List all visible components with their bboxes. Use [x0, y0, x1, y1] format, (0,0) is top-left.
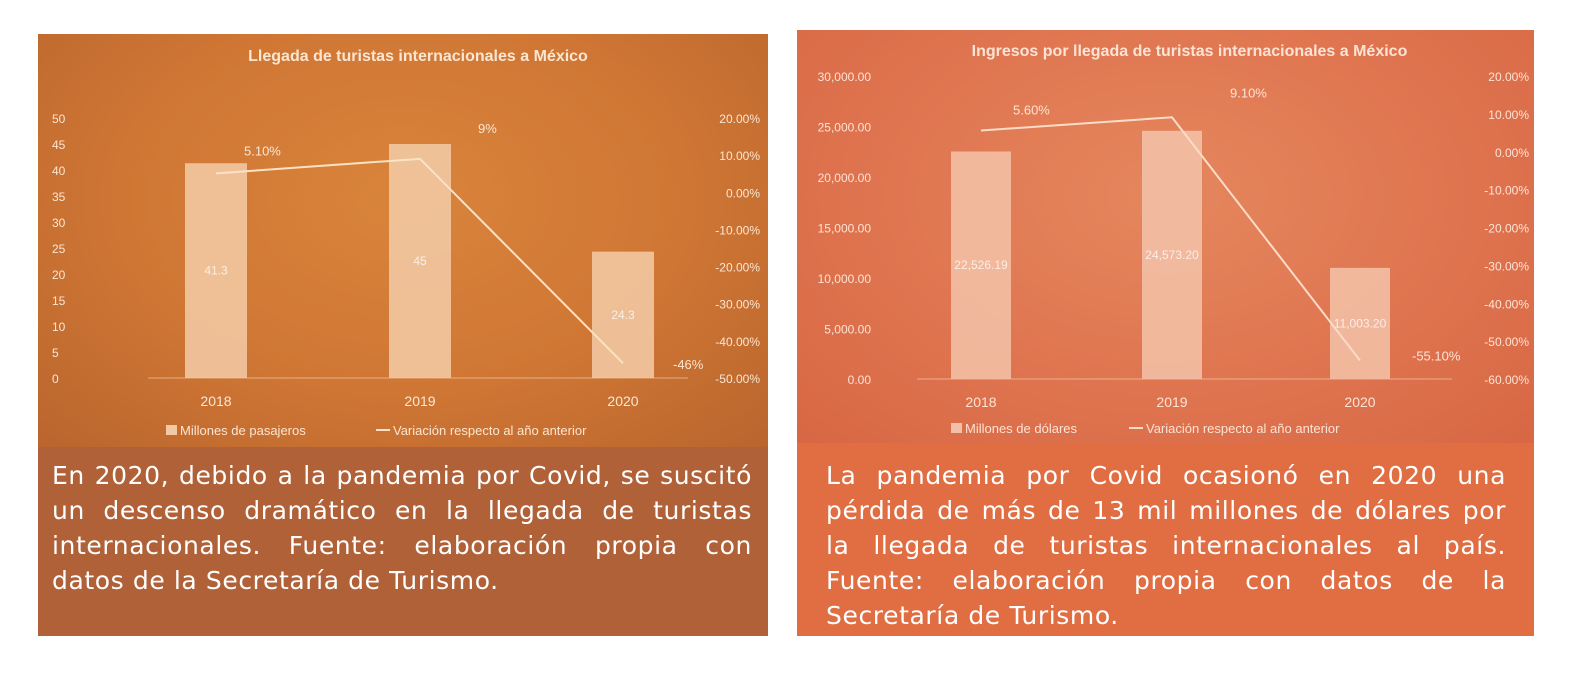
left-axis-tick-label: 5 [52, 346, 59, 360]
left-axis-tick-label: 0.00 [848, 373, 872, 387]
left-axis-tick-label: 35 [52, 190, 66, 204]
right-axis-tick-label: -40.00% [1484, 297, 1529, 311]
right-axis-tick-label: -30.00% [1484, 259, 1529, 273]
chart-area-arrivals: Llegada de turistas internacionales a Mé… [38, 34, 768, 447]
right-axis-tick-label: 20.00% [719, 112, 760, 126]
line-series-variation [215, 157, 624, 364]
right-axis-tick-label: 10.00% [719, 149, 760, 163]
bar-data-label: 22,526.19 [954, 258, 1008, 272]
arrivals-chart: Llegada de turistas internacionales a Mé… [52, 48, 760, 438]
left-axis-tick-label: 40 [52, 164, 66, 178]
left-axis-tick-label: 20,000.00 [818, 171, 872, 185]
right-axis-tick-label: -50.00% [1484, 335, 1529, 349]
right-axis-tick-label: 10.00% [1488, 108, 1529, 122]
x-axis-tick-label: 2018 [200, 393, 231, 409]
bar-2019 [389, 144, 451, 378]
line-data-label: 5.10% [244, 143, 281, 158]
left-axis-tick-label: 15 [52, 294, 66, 308]
line-data-label: 9.10% [1230, 85, 1267, 100]
legend-line-label: Variación respecto al año anterior [393, 423, 587, 438]
left-axis-tick-label: 50 [52, 112, 66, 126]
legend-bar-label: Millones de dólares [965, 421, 1078, 436]
chart-title: Ingresos por llegada de turistas interna… [972, 43, 1408, 60]
bar-data-label: 24.3 [611, 308, 635, 322]
caption-arrivals: En 2020, debido a la pandemia por Covid,… [52, 461, 752, 595]
right-axis-tick-label: 20.00% [1488, 70, 1529, 84]
right-axis-tick-label: -10.00% [715, 223, 760, 237]
legend-bar-swatch [166, 425, 177, 435]
left-axis-tick-label: 0 [52, 372, 59, 386]
bar-2020 [592, 251, 654, 378]
bar-2018 [185, 163, 247, 378]
right-axis-tick-label: 0.00% [726, 186, 760, 200]
left-axis-tick-label: 20 [52, 268, 66, 282]
right-axis-tick-label: -50.00% [715, 372, 760, 386]
left-axis-tick-label: 25 [52, 242, 66, 256]
left-axis-tick-label: 25,000.00 [818, 121, 872, 135]
line-data-label: -55.10% [1412, 348, 1461, 363]
right-axis-tick-label: -30.00% [715, 298, 760, 312]
bar-data-label: 11,003.20 [1334, 316, 1387, 330]
chart-area-revenue: Ingresos por llegada de turistas interna… [797, 30, 1534, 443]
left-axis-tick-label: 10 [52, 320, 66, 334]
caption-revenue: La pandemia por Covid ocasionó en 2020 u… [826, 461, 1506, 630]
bar-data-label: 45 [413, 254, 427, 268]
bar-2019 [1142, 130, 1202, 379]
bar-2020 [1330, 267, 1390, 379]
left-axis-tick-label: 10,000.00 [818, 272, 872, 286]
legend-bar-swatch [951, 423, 962, 433]
x-axis-tick-label: 2019 [1156, 394, 1187, 410]
line-data-label: 9% [478, 121, 497, 136]
chart-title: Llegada de turistas internacionales a Mé… [248, 48, 588, 65]
bar-data-label: 24,573.20 [1145, 248, 1199, 262]
left-axis-tick-label: 30 [52, 216, 66, 230]
x-axis-tick-label: 2018 [965, 394, 996, 410]
legend-line-label: Variación respecto al año anterior [1146, 421, 1340, 436]
bar-data-label: 41.3 [204, 264, 228, 278]
left-axis-tick-label: 45 [52, 138, 66, 152]
chart-panel-arrivals: Llegada de turistas internacionales a Mé… [38, 34, 768, 636]
right-axis-tick-label: -20.00% [1484, 222, 1529, 236]
bar-2018 [951, 151, 1011, 379]
revenue-chart: Ingresos por llegada de turistas interna… [818, 43, 1530, 436]
right-axis-tick-label: -40.00% [715, 335, 760, 349]
x-axis-tick-label: 2020 [1344, 394, 1375, 410]
line-series-variation [980, 116, 1361, 362]
left-axis-tick-label: 30,000.00 [818, 70, 872, 84]
right-axis-tick-label: -10.00% [1484, 184, 1529, 198]
x-axis-tick-label: 2020 [607, 393, 638, 409]
right-axis-tick-label: 0.00% [1495, 146, 1529, 160]
right-axis-tick-label: -60.00% [1484, 373, 1529, 387]
right-axis-tick-label: -20.00% [715, 261, 760, 275]
chart-panel-revenue: Ingresos por llegada de turistas interna… [797, 30, 1534, 636]
line-data-label: 5.60% [1013, 103, 1050, 118]
x-axis-tick-label: 2019 [404, 393, 435, 409]
left-axis-tick-label: 15,000.00 [818, 222, 872, 236]
left-axis-tick-label: 5,000.00 [824, 323, 871, 337]
legend-bar-label: Millones de pasajeros [180, 423, 306, 438]
line-data-label: -46% [673, 357, 704, 372]
